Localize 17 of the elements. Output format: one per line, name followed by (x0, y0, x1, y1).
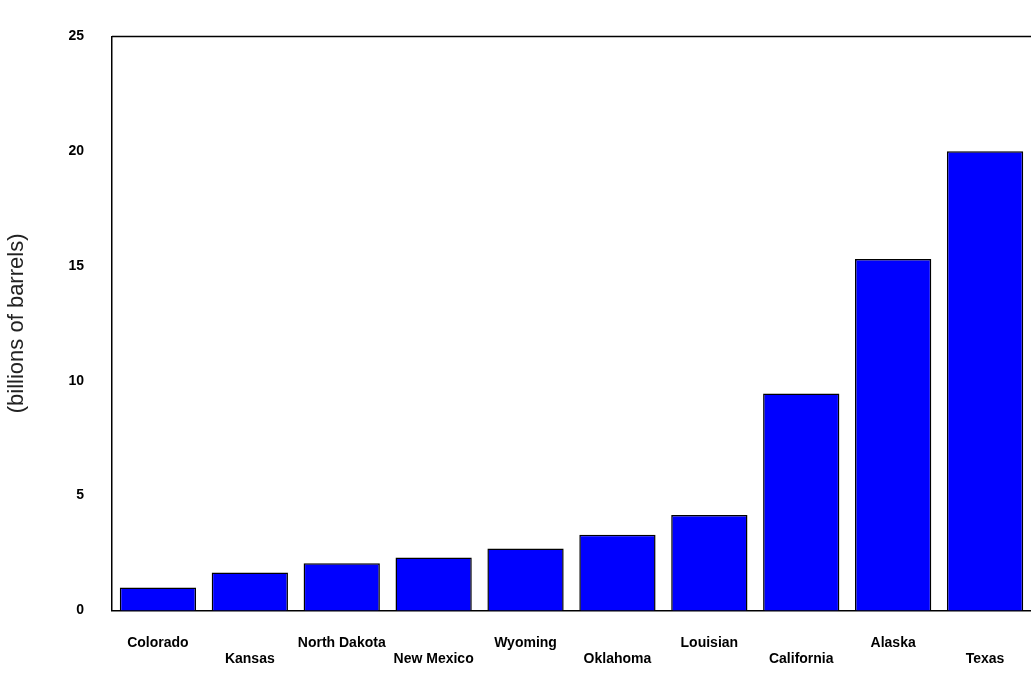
y-tick-label: 5 (76, 486, 85, 503)
x-tick-label: California (768, 650, 834, 667)
y-axis-title: (billions of barrels) (3, 233, 29, 414)
x-tick-label: Alaska (870, 633, 916, 650)
x-tick-label: New Mexico (393, 650, 474, 667)
x-tick-label: Texas (965, 650, 1005, 667)
y-tick-label: 0 (76, 601, 85, 618)
x-tick-label: Louisian (680, 633, 739, 650)
x-tick-label: Wyoming (494, 633, 557, 650)
y-tick-label: 15 (68, 256, 85, 273)
y-tick-label: 25 (68, 27, 85, 44)
y-tick-label: 20 (68, 142, 85, 159)
x-tick-label: Oklahoma (583, 650, 652, 667)
x-tick-label: Colorado (127, 633, 189, 650)
x-tick-label: North Dakota (297, 633, 386, 650)
x-tick-label: Kansas (224, 650, 275, 667)
y-tick-label: 10 (68, 371, 85, 388)
